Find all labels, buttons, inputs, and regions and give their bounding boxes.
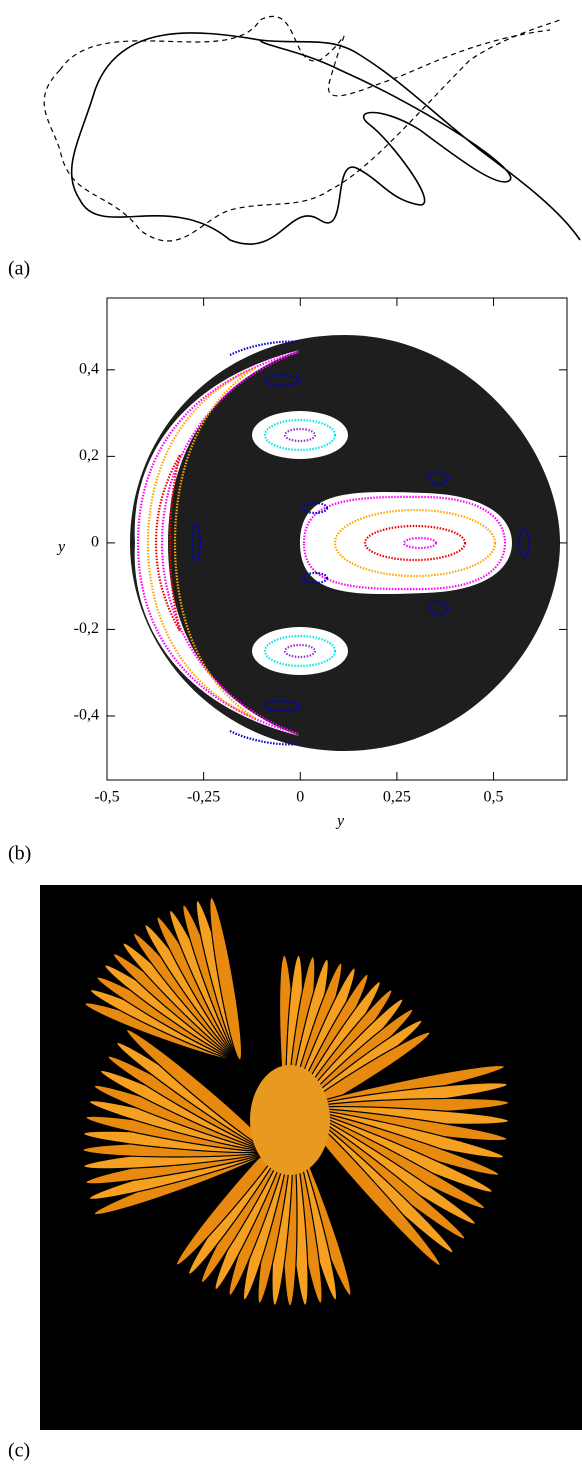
y-tick-label: 0 [91,534,99,551]
x-axis-label: y [335,813,345,830]
x-tick-label: -0,25 [187,789,220,806]
orbits [136,340,531,746]
panel-a-drawing [43,15,581,245]
x-tick-label: 0,25 [383,789,411,806]
x-tick-label: 0 [296,789,304,806]
petal [209,896,243,1061]
panel-label: (c) [8,1440,30,1462]
attractor-core [250,1065,330,1175]
attractor [82,896,510,1307]
panel-label: (a) [8,258,30,280]
y-tick-label: 0,4 [79,360,99,377]
y-tick-label: -0,2 [74,620,99,637]
x-tick-label: 0,5 [484,789,504,806]
x-tick-label: -0,5 [94,789,119,806]
islands [134,350,512,736]
y-tick-label: -0,4 [74,707,99,724]
y-axis-label: y [56,539,66,556]
panel-label: (b) [8,843,31,865]
plot-frame [106,297,568,781]
y-tick-label: 0,2 [79,447,99,464]
